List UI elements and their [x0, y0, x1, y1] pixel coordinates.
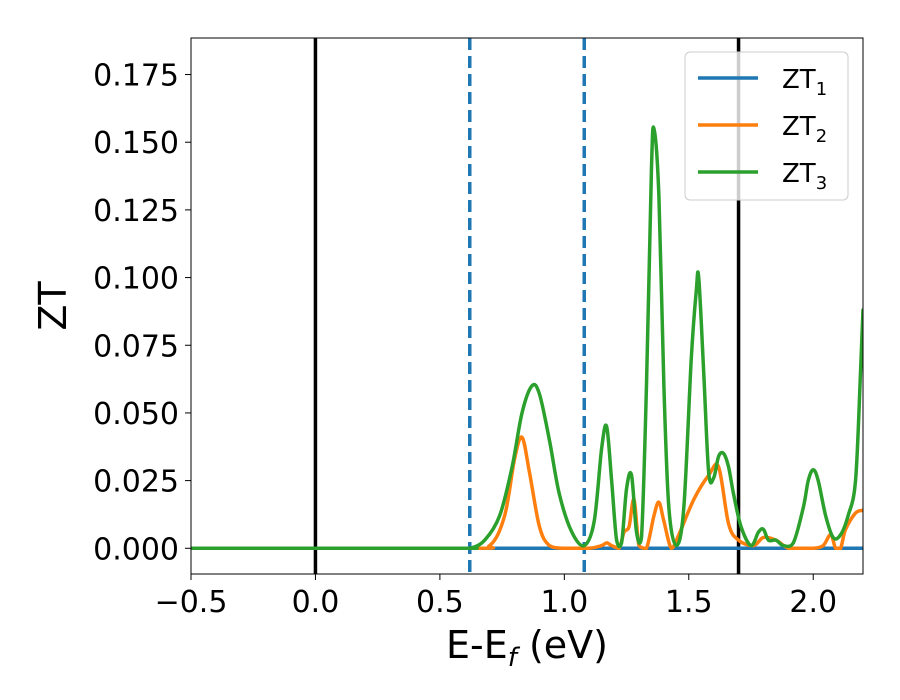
legend-label-zt2: ZT2 — [782, 112, 827, 147]
series-lines — [191, 125, 863, 551]
y-axis-label: ZT — [31, 281, 75, 331]
x-tick-label: 0.5 — [416, 585, 464, 620]
y-tick-label: 0.175 — [93, 59, 179, 94]
x-axis-label: E-Ef (eV) — [446, 623, 608, 673]
x-tick-label: −0.5 — [155, 585, 228, 620]
legend: ZT1 ZT2 ZT3 — [684, 51, 849, 201]
y-tick-label: 0.125 — [93, 194, 179, 229]
y-tick-label: 0.025 — [93, 465, 179, 500]
x-axis-label-unit: (eV) — [517, 623, 608, 667]
x-tick-label: 2.0 — [789, 585, 837, 620]
y-tick-label: 0.000 — [93, 532, 179, 567]
y-tick-label: 0.100 — [93, 262, 179, 297]
y-tick-label: 0.050 — [93, 397, 179, 432]
y-axis: 0.000 0.025 0.050 0.075 0.100 0.125 0.150 0.175 — [93, 59, 191, 567]
plot-frame — [190, 37, 864, 575]
x-tick-label: 0.0 — [292, 585, 340, 620]
legend-label-zt1: ZT1 — [782, 65, 827, 100]
series-line-zt2 — [191, 435, 863, 551]
x-tick-label: 1.0 — [540, 585, 588, 620]
y-tick-label: 0.075 — [93, 329, 179, 364]
x-axis: −0.5 0.0 0.5 1.0 1.5 2.0 — [155, 574, 837, 620]
legend-frame — [684, 51, 849, 201]
y-tick-label: 0.150 — [93, 126, 179, 161]
series-line-zt3 — [191, 125, 863, 551]
x-tick-label: 1.5 — [665, 585, 713, 620]
legend-label-zt3: ZT3 — [782, 159, 827, 194]
